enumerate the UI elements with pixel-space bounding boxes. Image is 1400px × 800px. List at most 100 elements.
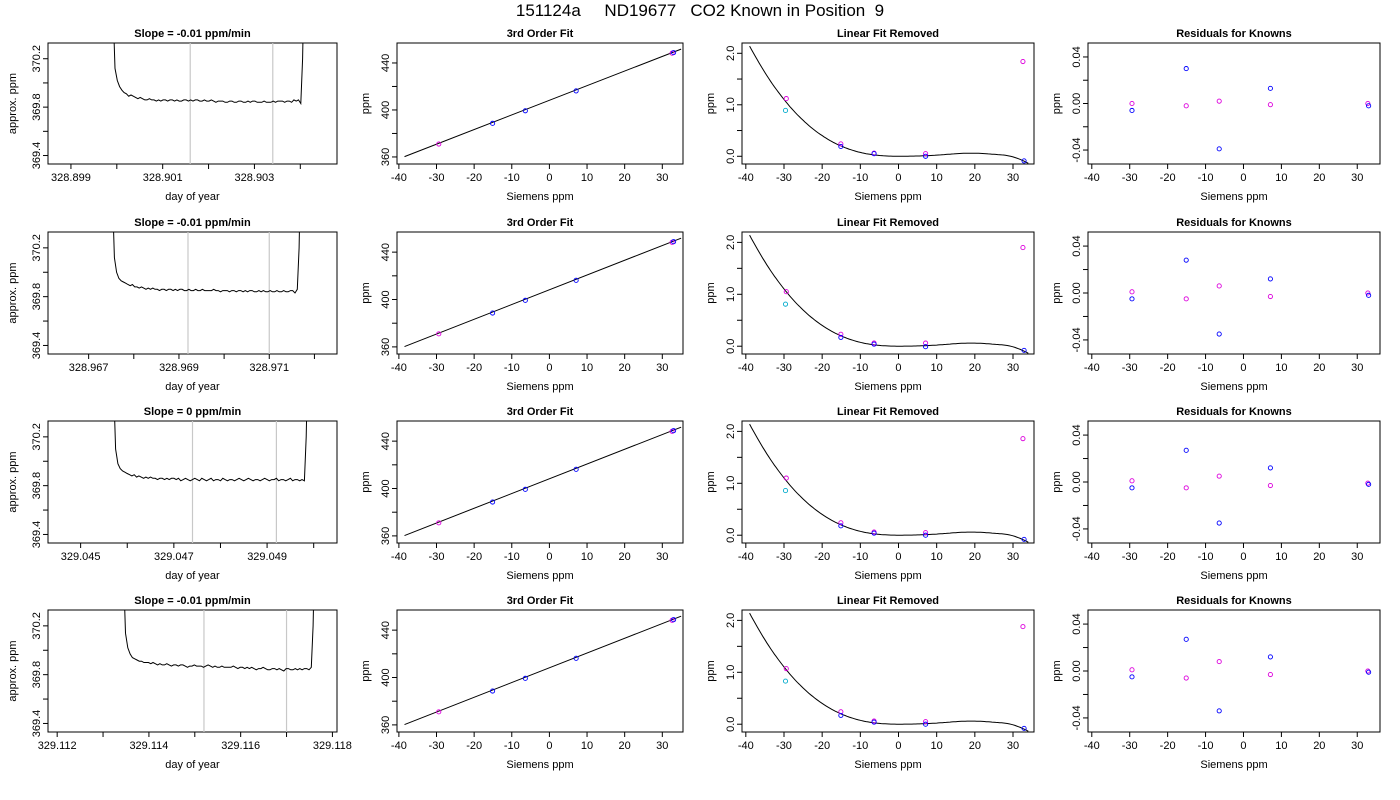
- x-tick-label: 10: [581, 551, 593, 563]
- panel-linear_removed-row-2: Linear Fit Removed -40 -30 -20 -10 0 10 20 30 Sie…: [705, 406, 1035, 582]
- plot-area: [749, 234, 1029, 354]
- panel-title: Linear Fit Removed: [837, 406, 939, 418]
- data-point-blue: [490, 499, 496, 505]
- x-tick-label: 20: [969, 740, 981, 752]
- x-tick-label: 10: [1275, 172, 1287, 184]
- data-point-blue: [1129, 485, 1135, 491]
- panel-residuals-row-1: Residuals for Knowns -40 -30 -20 -10 0 10 20 30 S…: [1051, 217, 1381, 393]
- y-tick-label: 400: [380, 290, 392, 308]
- y-tick-label: 400: [380, 668, 392, 686]
- y-tick-label: 400: [380, 101, 392, 119]
- y-tick-label: 0.0: [725, 528, 737, 543]
- x-tick-label: 10: [581, 172, 593, 184]
- data-point-blue: [522, 297, 528, 303]
- x-axis-label: day of year: [165, 570, 220, 582]
- y-tick-label: 0.0: [725, 149, 737, 164]
- x-tick-label: -40: [738, 362, 754, 374]
- fit-curve: [749, 234, 1029, 354]
- x-axis-label: Siemens ppm: [854, 381, 921, 393]
- x-tick-label: -40: [1084, 172, 1100, 184]
- y-tick-label: 2.0: [725, 613, 737, 628]
- x-tick-label: 0: [546, 740, 552, 752]
- data-point-blue: [671, 239, 677, 245]
- x-tick-label: 20: [1313, 740, 1325, 752]
- y-tick-label: 2.0: [725, 46, 737, 61]
- data-point-blue: [1021, 725, 1027, 731]
- data-point-blue: [1021, 536, 1027, 542]
- x-tick-label: 10: [581, 740, 593, 752]
- data-point-cyan: [782, 107, 789, 114]
- y-axis-label: ppm: [1051, 282, 1063, 303]
- fit-line: [404, 237, 682, 348]
- x-tick-label: 20: [1313, 172, 1325, 184]
- data-point-magenta: [1365, 100, 1371, 107]
- fit-line: [404, 615, 682, 726]
- panel-title: Residuals for Knowns: [1176, 595, 1292, 607]
- data-point-blue: [1129, 107, 1135, 114]
- data-point-blue: [1366, 669, 1372, 675]
- plot-area: [749, 612, 1029, 732]
- plot-area: [404, 237, 682, 348]
- panel-fit-row-3: 3rd Order Fit -40 -30 -20 -10 0 10 20 30 Siemens …: [360, 595, 684, 771]
- x-tick-label: -30: [776, 362, 792, 374]
- x-tick-label: 20: [969, 362, 981, 374]
- x-axis-label: day of year: [165, 191, 220, 203]
- x-tick-label: 10: [931, 172, 943, 184]
- data-point-blue: [923, 153, 929, 159]
- data-point-cyan: [782, 488, 789, 494]
- y-tick-label: 400: [380, 479, 392, 497]
- x-tick-label: -30: [1122, 362, 1138, 374]
- x-tick-label: 0: [546, 551, 552, 563]
- data-point-blue: [490, 310, 496, 316]
- data-point-magenta: [1183, 296, 1189, 302]
- data-point-blue: [1021, 347, 1027, 353]
- data-point-magenta: [923, 340, 929, 346]
- x-tick-label: -40: [1084, 740, 1100, 752]
- data-point-blue: [1267, 465, 1273, 471]
- plot-area: [113, 232, 300, 354]
- x-tick-label: 30: [1007, 740, 1019, 752]
- y-tick-label: -0.04: [1071, 705, 1083, 730]
- panel-title: Linear Fit Removed: [837, 28, 939, 40]
- x-tick-label: 329.118: [313, 740, 352, 752]
- panel-linear_removed-row-0: Linear Fit Removed -40 -30 -20 -10 0 10 20 30 Sie…: [705, 28, 1035, 203]
- data-point-blue: [871, 719, 877, 725]
- data-point-magenta: [783, 666, 789, 672]
- x-axis-label: Siemens ppm: [1200, 191, 1267, 203]
- x-tick-label: 328.969: [159, 362, 199, 374]
- x-tick-label: -10: [1198, 172, 1214, 184]
- y-tick-label: 369.8: [31, 93, 43, 121]
- x-tick-label: -10: [852, 551, 868, 563]
- plot-frame: [1087, 42, 1381, 165]
- y-tick-label: 360: [380, 716, 392, 734]
- x-tick-label: -10: [504, 362, 520, 374]
- x-tick-label: -30: [429, 551, 445, 563]
- panel-linear_removed-row-1: Linear Fit Removed -40 -30 -20 -10 0 10 20 30 Sie…: [705, 217, 1035, 393]
- y-tick-label: 369.4: [31, 142, 43, 170]
- x-tick-label: 30: [1007, 362, 1019, 374]
- y-tick-label: 0.00: [1071, 93, 1083, 114]
- x-tick-label: 10: [1275, 362, 1287, 374]
- x-tick-label: -20: [466, 362, 482, 374]
- y-axis-label: ppm: [360, 471, 372, 492]
- data-point-blue: [573, 466, 579, 472]
- plot-area: [404, 426, 682, 537]
- data-point-cyan: [782, 678, 789, 684]
- y-tick-label: 0.00: [1071, 471, 1083, 492]
- y-tick-label: -0.04: [1071, 327, 1083, 352]
- panel-residuals-row-0: Residuals for Knowns -40 -30 -20 -10 0 10 20 30 S…: [1051, 28, 1381, 203]
- x-axis-label: Siemens ppm: [506, 191, 573, 203]
- panel-title: Slope = -0.01 ppm/min: [134, 595, 251, 607]
- co2-trace-line: [114, 421, 308, 482]
- data-point-magenta: [1020, 436, 1026, 442]
- x-tick-label: 10: [1275, 740, 1287, 752]
- x-tick-label: 329.049: [247, 551, 287, 563]
- x-axis-label: Siemens ppm: [854, 759, 921, 771]
- x-tick-label: -40: [391, 172, 407, 184]
- data-point-blue: [1366, 103, 1372, 109]
- x-tick-label: 0: [1240, 362, 1246, 374]
- plot-area: [1129, 66, 1372, 152]
- y-tick-label: 370.2: [31, 612, 43, 640]
- plot-frame: [741, 609, 1035, 733]
